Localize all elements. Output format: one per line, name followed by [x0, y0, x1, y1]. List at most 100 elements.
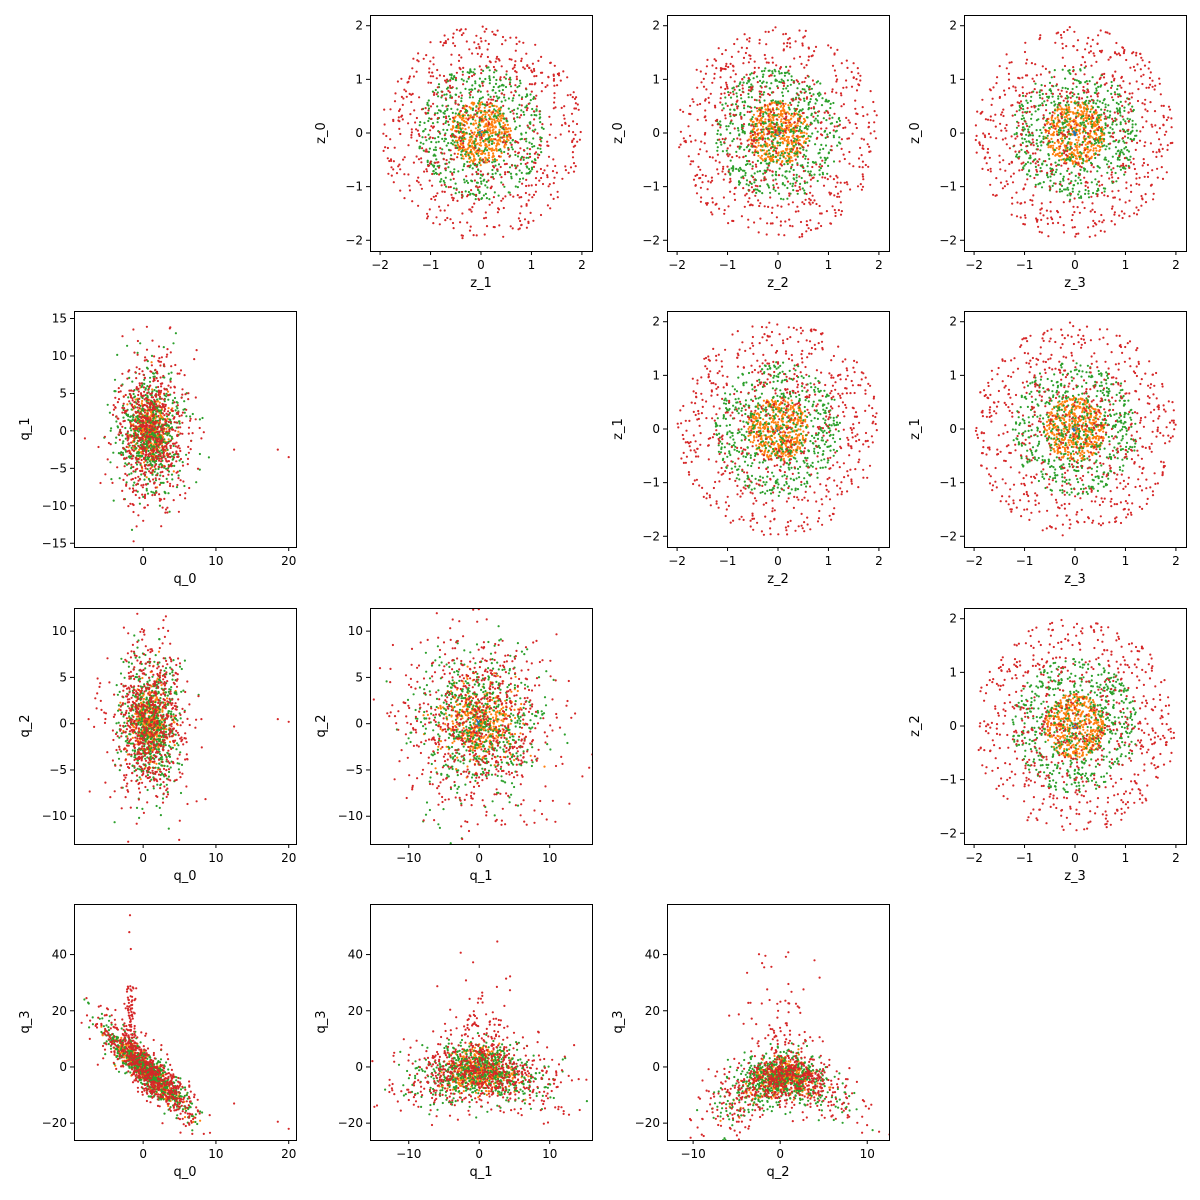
- point-s3: [798, 175, 801, 178]
- point-s1: [794, 141, 798, 144]
- point-s3: [418, 96, 421, 99]
- point-s2: [454, 93, 457, 96]
- point-s3: [447, 186, 450, 189]
- point-s1: [1083, 146, 1086, 150]
- point-s2: [792, 189, 795, 192]
- point-s3: [471, 173, 474, 176]
- point-s2: [786, 162, 789, 166]
- point-s3: [704, 131, 707, 135]
- point-s2: [487, 137, 490, 140]
- point-s1: [757, 154, 760, 157]
- point-s1: [1054, 117, 1057, 120]
- point-s3: [438, 223, 441, 226]
- point-s3: [1077, 232, 1080, 235]
- point-s2: [807, 103, 810, 106]
- point-s3: [454, 99, 457, 102]
- point-s1: [1073, 123, 1076, 126]
- point-s2: [1076, 182, 1079, 185]
- point-s2: [783, 163, 786, 166]
- point-s1: [1083, 110, 1086, 113]
- point-s2: [469, 156, 472, 159]
- point-s2: [479, 90, 482, 93]
- point-s2: [822, 147, 825, 150]
- point-s2: [1023, 164, 1026, 167]
- point-s3: [857, 83, 860, 86]
- point-s3: [1165, 118, 1168, 122]
- point-s3: [739, 93, 743, 97]
- point-s1: [1076, 144, 1079, 147]
- point-s3: [756, 185, 759, 188]
- point-s3: [526, 64, 529, 68]
- point-s1: [476, 115, 479, 118]
- y-tick-label: −1: [642, 180, 660, 194]
- point-s3: [460, 234, 463, 237]
- point-s1: [457, 138, 461, 141]
- point-s3: [733, 88, 736, 91]
- point-s1: [1051, 147, 1055, 150]
- point-s3: [1072, 45, 1075, 48]
- point-s2: [461, 168, 464, 171]
- point-s3: [531, 196, 534, 199]
- point-s3: [552, 182, 555, 185]
- point-s3: [779, 66, 783, 69]
- point-s1: [494, 126, 497, 129]
- point-s2: [819, 167, 823, 170]
- point-s3: [415, 179, 419, 182]
- point-s2: [1084, 103, 1087, 106]
- point-s2: [806, 165, 809, 168]
- point-s3: [785, 115, 788, 118]
- point-s2: [462, 130, 465, 134]
- point-s3: [470, 210, 473, 213]
- point-s2: [478, 123, 481, 126]
- point-s3: [495, 57, 498, 60]
- point-s2: [818, 94, 821, 97]
- point-s2: [446, 108, 449, 112]
- point-s2: [1038, 94, 1041, 97]
- point-s3: [992, 119, 995, 122]
- point-s3: [524, 162, 527, 166]
- point-s3: [399, 189, 402, 192]
- point-s2: [1123, 147, 1126, 150]
- point-s2: [424, 128, 427, 131]
- point-s2: [1117, 141, 1120, 144]
- point-s2: [1105, 145, 1108, 148]
- point-s2: [731, 169, 735, 172]
- point-s3: [707, 96, 710, 99]
- point-s2: [777, 192, 781, 195]
- point-s3: [1121, 104, 1124, 107]
- point-s3: [1040, 170, 1043, 173]
- point-s2: [1030, 113, 1033, 116]
- point-s3: [868, 145, 871, 148]
- point-s3: [399, 168, 402, 171]
- point-s2: [510, 177, 513, 180]
- point-s1: [463, 114, 466, 117]
- point-s3: [771, 108, 775, 111]
- point-s1: [1063, 111, 1066, 114]
- point-s1: [1083, 139, 1086, 142]
- point-s2: [1053, 173, 1056, 176]
- point-s1: [469, 116, 472, 119]
- point-s1: [1073, 149, 1076, 152]
- point-s3: [852, 165, 855, 168]
- point-s2: [464, 190, 467, 193]
- point-s3: [867, 121, 871, 124]
- point-s3: [786, 180, 790, 183]
- point-s3: [454, 146, 457, 150]
- point-s3: [402, 97, 405, 100]
- point-s2: [732, 90, 735, 93]
- point-s2: [480, 197, 483, 200]
- point-s3: [1145, 86, 1148, 89]
- point-s3: [796, 163, 799, 166]
- point-s1: [478, 143, 481, 147]
- point-s1: [492, 155, 495, 158]
- point-s3: [843, 157, 846, 161]
- point-s2: [1048, 126, 1051, 130]
- point-s3: [833, 125, 836, 128]
- point-s1: [461, 155, 464, 158]
- point-s3: [547, 185, 550, 188]
- point-s2: [483, 109, 486, 112]
- point-s3: [839, 190, 842, 193]
- point-s3: [504, 39, 507, 42]
- point-s2: [427, 119, 430, 123]
- point-s3: [729, 177, 732, 180]
